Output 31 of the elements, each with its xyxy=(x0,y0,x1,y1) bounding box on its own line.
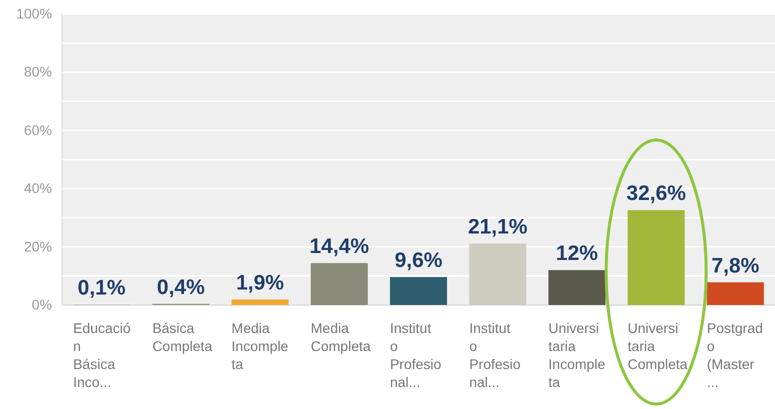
x-tick-label: Universitaria Completa xyxy=(628,320,688,372)
data-label: 9,6% xyxy=(394,249,443,272)
bar xyxy=(628,210,685,305)
bar xyxy=(232,299,289,305)
bar xyxy=(469,244,526,305)
bar xyxy=(390,277,448,305)
y-tick-label: 80% xyxy=(24,64,52,80)
y-tick-label: 20% xyxy=(24,238,52,254)
data-label: 0,4% xyxy=(156,276,206,299)
data-label: 14,4% xyxy=(310,235,370,258)
bar xyxy=(548,270,606,305)
y-tick-label: 0% xyxy=(32,296,52,312)
x-tick-label: Básica Completa xyxy=(152,320,212,354)
data-label: 21,1% xyxy=(468,216,528,239)
bar xyxy=(310,263,368,305)
y-tick-label: 40% xyxy=(24,180,52,196)
y-tick-label: 100% xyxy=(16,5,52,22)
y-tick-label: 60% xyxy=(24,122,52,138)
x-tick-label: Educación Básica Inco... xyxy=(73,320,131,390)
x-tick-label: Universitaria Incompleta xyxy=(548,320,606,390)
data-label: 0,1% xyxy=(78,276,126,300)
x-tick-label: Instituto Profesional... xyxy=(390,320,442,390)
x-tick-label: Media Incompleta xyxy=(232,320,289,372)
x-tick-label: Media Completa xyxy=(310,320,371,354)
data-label: 1,9% xyxy=(236,271,284,294)
x-tick-label: Postgrado (Master ... xyxy=(706,320,763,390)
x-tick-label: Instituto Profesional... xyxy=(469,320,521,390)
bar xyxy=(706,282,764,305)
data-label: 12% xyxy=(556,242,598,266)
data-label: 7,8% xyxy=(711,254,760,278)
data-label: 32,6% xyxy=(626,182,686,206)
